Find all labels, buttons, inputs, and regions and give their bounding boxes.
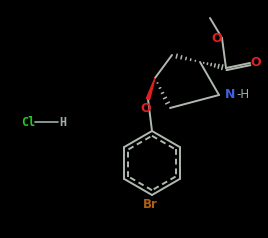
Text: O: O (251, 56, 261, 69)
Text: H: H (59, 115, 66, 129)
Text: N: N (225, 89, 235, 101)
Text: O: O (141, 103, 151, 115)
Text: O: O (212, 31, 222, 45)
Polygon shape (146, 78, 155, 99)
Text: Br: Br (143, 198, 157, 212)
Text: -H: -H (236, 89, 249, 101)
Text: Cl: Cl (21, 115, 35, 129)
